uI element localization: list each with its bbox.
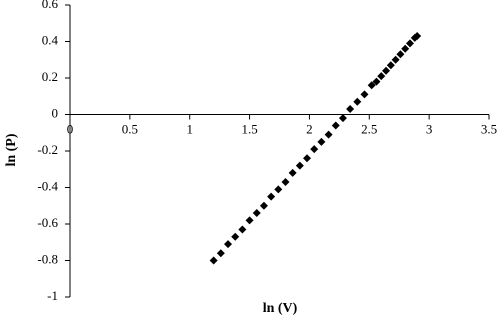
y-tick-label: -0.8 <box>37 251 58 266</box>
y-axis-title: ln (P) <box>4 133 19 166</box>
marker <box>281 178 290 187</box>
x-tick-label: 2 <box>306 121 313 136</box>
y-tick-label: -1 <box>47 288 58 303</box>
x-tick-label: 1.5 <box>241 121 257 136</box>
marker <box>360 90 369 99</box>
marker <box>367 81 376 90</box>
marker <box>303 154 312 163</box>
marker <box>372 77 381 86</box>
marker <box>238 225 247 234</box>
marker <box>267 192 276 201</box>
y-tick-label: 0.6 <box>42 0 59 11</box>
y-tick-label: -0.4 <box>37 178 58 193</box>
marker <box>391 55 400 64</box>
marker <box>231 232 240 241</box>
marker <box>310 145 319 154</box>
y-tick-label: 0.4 <box>42 32 59 47</box>
x-axis-title: ln (V) <box>263 301 298 316</box>
marker <box>386 61 395 70</box>
x-tick-label: 2.5 <box>361 121 377 136</box>
x-tick-label: 0.5 <box>122 121 138 136</box>
marker <box>413 32 422 41</box>
marker <box>405 39 414 48</box>
marker <box>353 97 362 106</box>
marker <box>338 114 347 123</box>
marker <box>288 168 297 177</box>
marker <box>401 44 410 53</box>
marker <box>331 121 340 130</box>
marker <box>295 161 304 170</box>
marker <box>245 216 254 225</box>
y-tick-label: -0.6 <box>37 215 58 230</box>
x-tick-label: 3 <box>426 121 433 136</box>
marker <box>317 137 326 146</box>
marker <box>346 105 355 114</box>
marker <box>324 130 333 139</box>
y-tick-label: 0.2 <box>42 69 58 84</box>
marker <box>259 201 268 210</box>
marker <box>377 72 386 81</box>
marker <box>274 185 283 194</box>
marker <box>216 249 225 258</box>
y-tick-label: -0.2 <box>37 142 58 157</box>
marker <box>224 240 233 249</box>
marker <box>209 256 218 265</box>
y-tick-label: 0 <box>52 105 59 120</box>
marker <box>252 209 261 218</box>
x-tick-label: 0 <box>67 121 74 136</box>
marker <box>382 66 391 75</box>
x-tick-label: 1 <box>186 121 193 136</box>
x-tick-label: 3.5 <box>481 121 497 136</box>
marker <box>396 50 405 59</box>
